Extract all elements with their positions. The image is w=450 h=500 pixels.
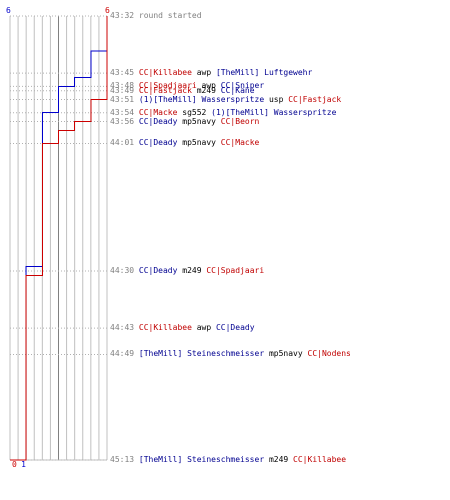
event-time: 44:01	[110, 138, 139, 148]
event-text: [TheMill] Steineschmeisser	[138, 349, 265, 359]
event-text: sg552	[177, 107, 212, 117]
event-time: 44:49	[110, 349, 139, 359]
event-row: 45:13 [TheMill] Steineschmeisser m249 CC…	[110, 455, 346, 464]
event-text: CC|Killabee	[138, 323, 192, 333]
event-row: 43:54 CC|Macke sg552 (1)[TheMill] Wasser…	[110, 108, 336, 117]
event-text: (1)[TheMill] Wasserspritze	[211, 107, 337, 117]
event-time: 43:51	[110, 94, 139, 104]
event-time: 44:43	[110, 323, 139, 333]
event-text: round started	[138, 11, 202, 20]
red-start-label: 6	[105, 6, 110, 15]
event-row: 43:32 round started	[110, 11, 202, 20]
event-text: CC|Deady	[138, 265, 178, 275]
event-text: CC|Nodens	[307, 349, 351, 359]
event-row: 43:49 CC|Fastjack m249 CC|Kane	[110, 86, 255, 95]
event-text: CC|Deady	[138, 138, 178, 148]
event-text: CC|Macke	[138, 107, 178, 117]
event-time: 43:45	[110, 68, 139, 78]
event-row: 43:48 CC|Spadjaari awp CC|Sniper	[110, 81, 264, 90]
event-text: CC|Killabee	[138, 68, 192, 78]
event-row: 43:56 CC|Deady mp5navy CC|Beorn	[110, 117, 259, 126]
event-text: CC|Spadjaari	[206, 265, 265, 275]
event-text: (1)[TheMill] Wasserspritze	[138, 94, 265, 104]
event-text: CC|Deady	[215, 323, 255, 333]
event-text: mp5navy	[177, 138, 221, 148]
event-row: 44:43 CC|Killabee awp CC|Deady	[110, 323, 255, 332]
blue-start-label: 6	[6, 6, 11, 15]
event-time: 43:54	[110, 107, 139, 117]
event-text: CC|Kane	[220, 85, 255, 95]
event-row: 44:01 CC|Deady mp5navy CC|Macke	[110, 138, 259, 147]
event-row: 43:51 (1)[TheMill] Wasserspritze usp CC|…	[110, 95, 341, 104]
event-time: 44:30	[110, 265, 139, 275]
event-time: 43:32	[110, 11, 139, 20]
event-time: 43:49	[110, 85, 139, 95]
event-text: [TheMill] Luftgewehr	[215, 68, 313, 78]
event-text: CC|Macke	[220, 138, 260, 148]
event-text: m249	[191, 85, 221, 95]
event-text: awp	[191, 323, 216, 333]
event-text: m249	[264, 455, 294, 464]
event-text: awp	[196, 81, 221, 91]
red-team-line	[10, 16, 108, 461]
event-text: CC|Fastjack	[288, 94, 342, 104]
event-text: CC|Killabee	[293, 455, 347, 464]
event-time: 43:48	[110, 81, 139, 91]
event-text: awp	[191, 68, 216, 78]
event-time: 43:56	[110, 116, 139, 126]
blue-team-line	[25, 16, 108, 460]
event-text: CC|Spadjaari	[138, 81, 197, 91]
event-text: mp5navy	[264, 349, 308, 359]
event-time: 45:13	[110, 455, 139, 464]
event-row: 43:45 CC|Killabee awp [TheMill] Luftgewe…	[110, 68, 312, 77]
event-text: mp5navy	[177, 116, 221, 126]
event-row: 44:49 [TheMill] Steineschmeisser mp5navy…	[110, 349, 351, 358]
event-text: CC|Fastjack	[138, 85, 192, 95]
event-text: usp	[264, 94, 289, 104]
event-text: CC|Beorn	[220, 116, 260, 126]
event-text: [TheMill] Steineschmeisser	[138, 455, 265, 464]
event-text: CC|Sniper	[220, 81, 265, 91]
red-end-label: 0	[12, 460, 17, 469]
blue-end-label: 1	[21, 460, 26, 469]
event-row: 44:30 CC|Deady m249 CC|Spadjaari	[110, 266, 264, 275]
event-text: m249	[177, 265, 207, 275]
event-text: CC|Deady	[138, 116, 178, 126]
